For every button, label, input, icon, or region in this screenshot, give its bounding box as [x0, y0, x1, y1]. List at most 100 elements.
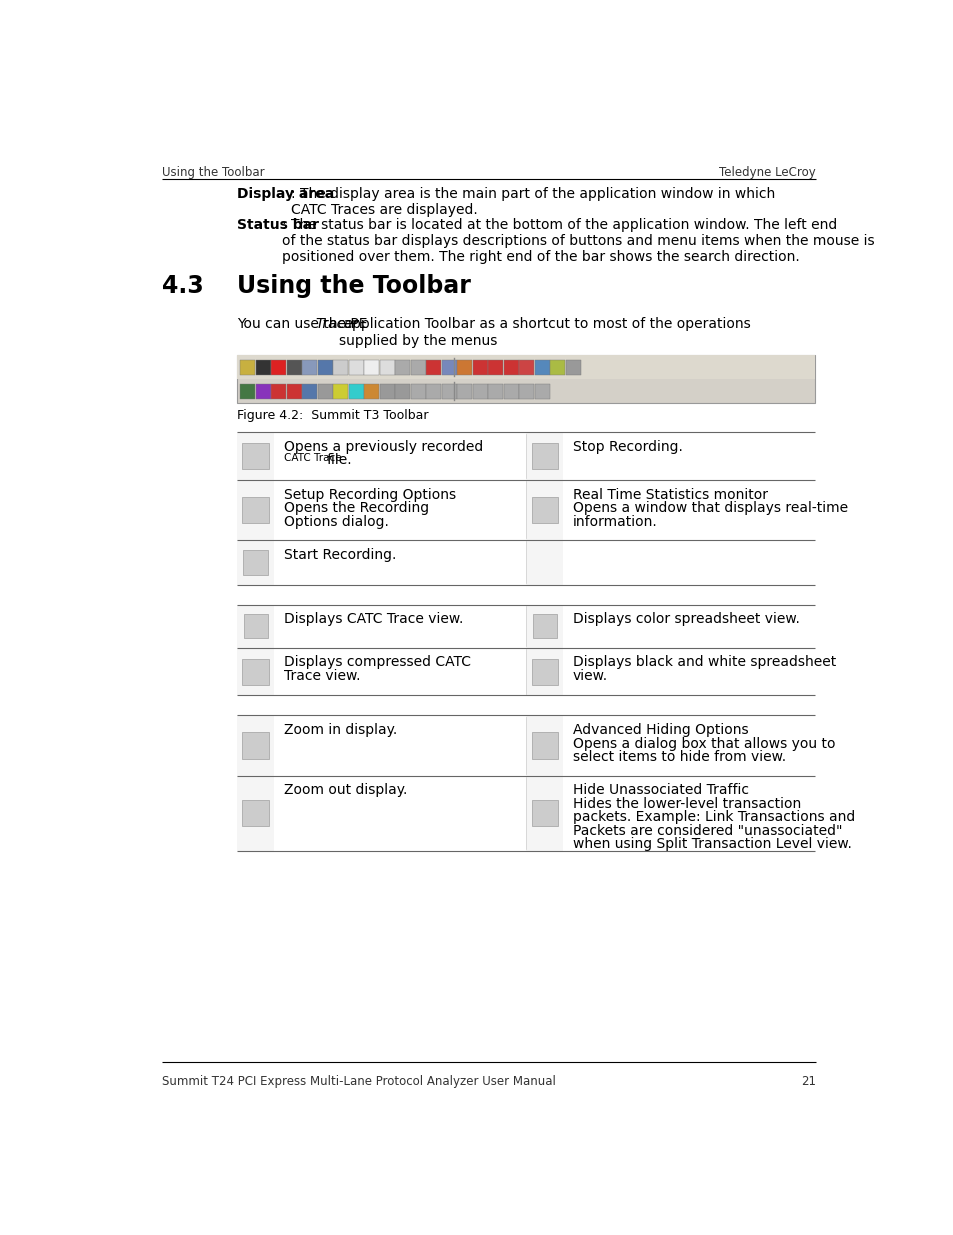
Text: Displays black and white spreadsheet: Displays black and white spreadsheet: [572, 656, 835, 669]
FancyBboxPatch shape: [518, 384, 534, 399]
Text: Displays CATC Trace view.: Displays CATC Trace view.: [283, 613, 462, 626]
FancyBboxPatch shape: [242, 800, 269, 826]
Text: select items to hide from view.: select items to hide from view.: [572, 750, 785, 764]
FancyBboxPatch shape: [525, 480, 562, 540]
Text: Stop Recording.: Stop Recording.: [572, 440, 681, 453]
FancyBboxPatch shape: [236, 432, 274, 480]
Text: : The display area is the main part of the application window in which
CATC Trac: : The display area is the main part of t…: [291, 186, 775, 217]
FancyBboxPatch shape: [531, 443, 558, 469]
FancyBboxPatch shape: [255, 361, 271, 375]
FancyBboxPatch shape: [242, 443, 269, 469]
Text: Using the Toolbar: Using the Toolbar: [162, 165, 264, 179]
FancyBboxPatch shape: [255, 384, 271, 399]
Text: CATC Trace: CATC Trace: [283, 453, 344, 463]
FancyBboxPatch shape: [531, 732, 558, 758]
Text: Figure 4.2:  Summit T3 Toolbar: Figure 4.2: Summit T3 Toolbar: [236, 409, 428, 422]
Text: Opens a previously recorded: Opens a previously recorded: [283, 440, 482, 453]
FancyBboxPatch shape: [236, 540, 274, 584]
FancyBboxPatch shape: [243, 614, 267, 638]
FancyBboxPatch shape: [456, 384, 472, 399]
FancyBboxPatch shape: [236, 356, 815, 403]
FancyBboxPatch shape: [426, 384, 441, 399]
Text: Real Time Statistics monitor: Real Time Statistics monitor: [572, 488, 767, 501]
FancyBboxPatch shape: [242, 732, 269, 758]
Text: Hide Unassociated Traffic: Hide Unassociated Traffic: [572, 783, 748, 798]
FancyBboxPatch shape: [236, 715, 274, 776]
FancyBboxPatch shape: [503, 361, 518, 375]
Text: Display area: Display area: [236, 186, 334, 201]
FancyBboxPatch shape: [240, 384, 255, 399]
FancyBboxPatch shape: [286, 361, 301, 375]
FancyBboxPatch shape: [317, 384, 333, 399]
FancyBboxPatch shape: [534, 384, 549, 399]
FancyBboxPatch shape: [364, 361, 379, 375]
Text: Status bar: Status bar: [236, 217, 318, 232]
FancyBboxPatch shape: [379, 384, 395, 399]
Text: Advanced Hiding Options: Advanced Hiding Options: [572, 724, 747, 737]
FancyBboxPatch shape: [364, 384, 379, 399]
FancyBboxPatch shape: [525, 647, 562, 695]
FancyBboxPatch shape: [410, 384, 425, 399]
Text: when using Split Transaction Level view.: when using Split Transaction Level view.: [572, 837, 851, 851]
FancyBboxPatch shape: [333, 384, 348, 399]
FancyBboxPatch shape: [518, 361, 534, 375]
Text: Opens a window that displays real-time: Opens a window that displays real-time: [572, 501, 847, 515]
FancyBboxPatch shape: [472, 361, 487, 375]
Text: : The status bar is located at the bottom of the application window. The left en: : The status bar is located at the botto…: [282, 217, 874, 264]
Text: view.: view.: [572, 669, 607, 683]
FancyBboxPatch shape: [532, 614, 557, 638]
Text: Start Recording.: Start Recording.: [283, 547, 395, 562]
FancyBboxPatch shape: [426, 361, 441, 375]
FancyBboxPatch shape: [441, 361, 456, 375]
FancyBboxPatch shape: [395, 384, 410, 399]
Text: Displays compressed CATC: Displays compressed CATC: [283, 656, 470, 669]
FancyBboxPatch shape: [236, 647, 274, 695]
Text: Zoom out display.: Zoom out display.: [283, 783, 407, 798]
FancyBboxPatch shape: [271, 361, 286, 375]
Text: file.: file.: [327, 453, 353, 467]
FancyBboxPatch shape: [317, 361, 333, 375]
FancyBboxPatch shape: [472, 384, 487, 399]
FancyBboxPatch shape: [503, 384, 518, 399]
FancyBboxPatch shape: [488, 384, 503, 399]
Text: Teledyne LeCroy: Teledyne LeCroy: [719, 165, 815, 179]
FancyBboxPatch shape: [348, 361, 363, 375]
FancyBboxPatch shape: [488, 361, 503, 375]
Text: Opens a dialog box that allows you to: Opens a dialog box that allows you to: [572, 736, 834, 751]
FancyBboxPatch shape: [271, 384, 286, 399]
FancyBboxPatch shape: [236, 776, 274, 851]
FancyBboxPatch shape: [441, 384, 456, 399]
FancyBboxPatch shape: [236, 480, 274, 540]
FancyBboxPatch shape: [410, 361, 425, 375]
Text: Tracer: Tracer: [314, 317, 358, 331]
FancyBboxPatch shape: [531, 658, 558, 684]
FancyBboxPatch shape: [550, 361, 565, 375]
FancyBboxPatch shape: [534, 361, 549, 375]
FancyBboxPatch shape: [565, 361, 580, 375]
FancyBboxPatch shape: [525, 776, 562, 851]
Text: Options dialog.: Options dialog.: [283, 515, 388, 529]
FancyBboxPatch shape: [242, 658, 269, 684]
Text: packets. Example: Link Transactions and: packets. Example: Link Transactions and: [572, 810, 854, 824]
FancyBboxPatch shape: [525, 605, 562, 647]
FancyBboxPatch shape: [302, 384, 317, 399]
FancyBboxPatch shape: [456, 361, 472, 375]
Text: Using the Toolbar: Using the Toolbar: [236, 274, 471, 299]
Text: Setup Recording Options: Setup Recording Options: [283, 488, 456, 501]
Text: Zoom in display.: Zoom in display.: [283, 724, 396, 737]
FancyBboxPatch shape: [236, 605, 274, 647]
Text: You can use the PE: You can use the PE: [236, 317, 367, 331]
Text: Opens the Recording: Opens the Recording: [283, 501, 428, 515]
FancyBboxPatch shape: [395, 361, 410, 375]
FancyBboxPatch shape: [333, 361, 348, 375]
Text: application Toolbar as a shortcut to most of the operations
supplied by the menu: application Toolbar as a shortcut to mos…: [339, 317, 750, 347]
FancyBboxPatch shape: [379, 361, 395, 375]
Text: Displays color spreadsheet view.: Displays color spreadsheet view.: [572, 613, 799, 626]
FancyBboxPatch shape: [236, 356, 815, 379]
FancyBboxPatch shape: [243, 550, 268, 574]
FancyBboxPatch shape: [525, 432, 562, 480]
Text: Packets are considered "unassociated": Packets are considered "unassociated": [572, 824, 841, 837]
FancyBboxPatch shape: [240, 361, 255, 375]
Text: Summit T24 PCI Express Multi-Lane Protocol Analyzer User Manual: Summit T24 PCI Express Multi-Lane Protoc…: [162, 1074, 556, 1088]
FancyBboxPatch shape: [286, 384, 301, 399]
